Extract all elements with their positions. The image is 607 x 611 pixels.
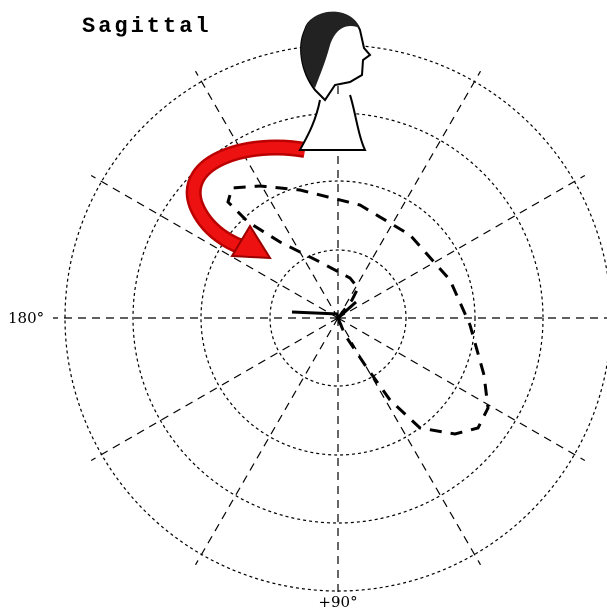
hair: [301, 11, 360, 89]
rotation-arrow: [188, 142, 306, 256]
grid-circle: [132, 112, 544, 524]
grid-circle: [200, 180, 476, 456]
bottom-label: +90°: [318, 593, 357, 611]
grid-radial: [194, 317, 339, 566]
grid-radial: [337, 317, 482, 566]
left-label: 180°: [8, 309, 44, 327]
grid-radial: [337, 317, 586, 462]
loop-start: [291, 300, 357, 320]
grid-radial: [90, 174, 339, 319]
head-icon: [298, 11, 372, 151]
grid-radial: [90, 317, 339, 462]
grid-circle: [269, 249, 407, 387]
grid-radial: [337, 174, 586, 319]
grid-radial: [194, 70, 339, 319]
rotation-arrowhead: [230, 224, 272, 260]
grid-radial: [337, 70, 482, 319]
vector-loop: [226, 184, 490, 436]
title: Sagittal: [82, 14, 212, 39]
neck-shoulders: [298, 94, 367, 151]
